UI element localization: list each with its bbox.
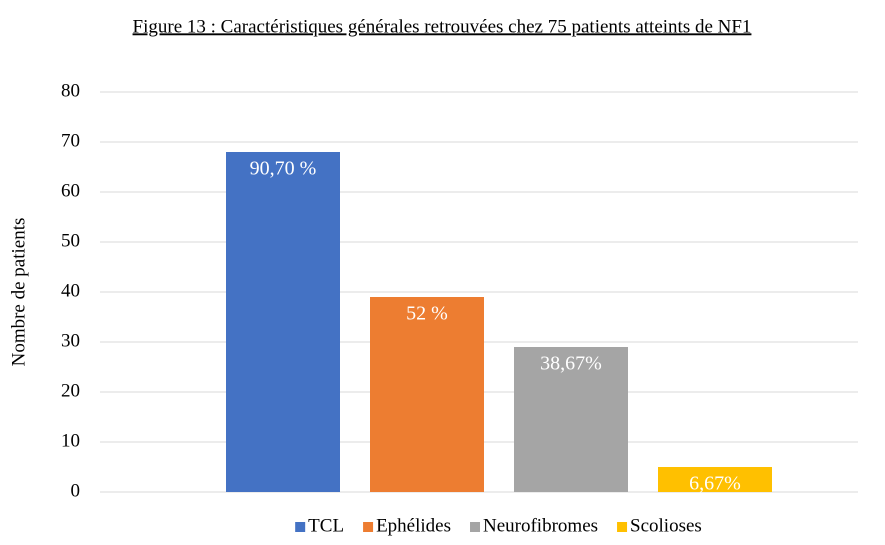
y-tick-label: 30 bbox=[61, 330, 80, 351]
y-tick-label: 80 bbox=[61, 80, 80, 101]
legend-label: Neurofibromes bbox=[483, 515, 598, 536]
bar bbox=[370, 297, 484, 492]
bar bbox=[226, 152, 340, 492]
data-label: 90,70 % bbox=[250, 158, 317, 180]
y-tick-label: 50 bbox=[61, 230, 80, 251]
data-label: 38,67% bbox=[540, 353, 602, 375]
y-tick-label: 10 bbox=[61, 430, 80, 451]
data-label: 52 % bbox=[406, 303, 448, 325]
legend-label: Ephélides bbox=[376, 515, 451, 536]
legend-swatch bbox=[363, 522, 374, 532]
y-tick-label: 20 bbox=[61, 380, 80, 401]
y-tick-label: 40 bbox=[61, 280, 80, 301]
bar bbox=[658, 467, 772, 492]
legend-label: Scolioses bbox=[630, 515, 702, 536]
y-axis-label: Nombre de patients bbox=[8, 218, 29, 367]
legend-swatch bbox=[295, 522, 306, 532]
data-label: 6,67% bbox=[689, 473, 741, 495]
y-tick-label: 0 bbox=[71, 480, 81, 501]
legend-swatch bbox=[470, 522, 481, 532]
chart-title: Figure 13 : Caractéristiques générales r… bbox=[133, 16, 752, 37]
legend-swatch bbox=[617, 522, 628, 532]
y-tick-label: 70 bbox=[61, 130, 80, 151]
legend-label: TCL bbox=[308, 515, 344, 536]
y-tick-label: 60 bbox=[61, 180, 80, 201]
bar bbox=[514, 347, 628, 492]
